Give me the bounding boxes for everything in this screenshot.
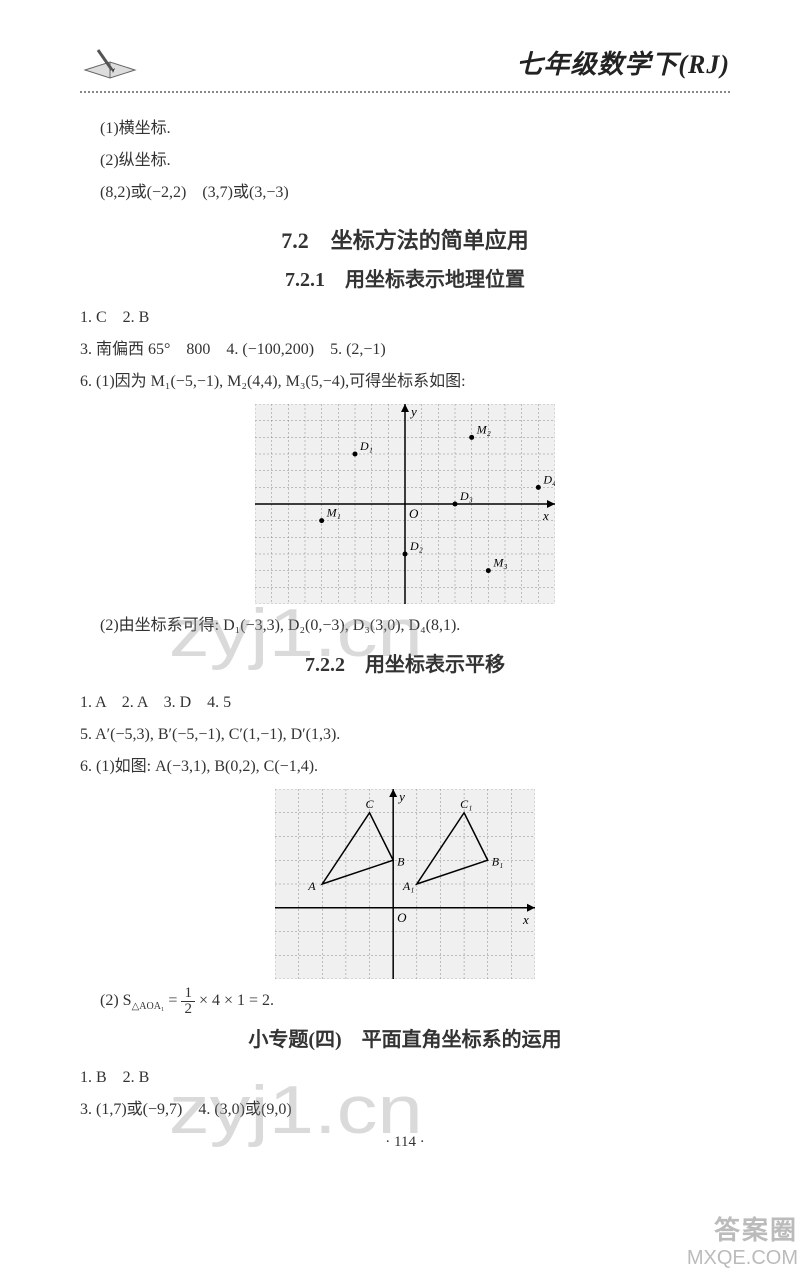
svg-text:D₂: D₂	[409, 539, 423, 553]
eq-sub: △AOA₁	[132, 1001, 165, 1012]
intro-line-2: (2)纵坐标.	[80, 145, 730, 177]
svg-text:y: y	[397, 789, 405, 804]
corner-watermark: 答案圈 MXQE.COM	[687, 1215, 798, 1270]
svg-text:M₂: M₂	[476, 422, 491, 436]
header-title: 七年级数学下(RJ)	[516, 44, 730, 81]
ans-722-1: 1. A 2. A 3. D 4. 5	[80, 687, 730, 719]
svg-text:O: O	[409, 506, 419, 521]
svg-text:C₁: C₁	[460, 797, 472, 811]
ans-721-6-2: (2)由坐标系可得: D₁(−3,3), D₂(0,−3), D₃(3,0), …	[100, 617, 460, 634]
ans-722-6-2: (2) S△AOA₁ = 12 × 4 × 1 = 2.	[80, 985, 730, 1017]
page-header: 七年级数学下(RJ)	[80, 40, 730, 85]
eq-frac-n: 1	[181, 986, 195, 1002]
ans-722-5: 5. A′(−5,3), B′(−5,−1), C′(1,−1), D′(1,3…	[80, 719, 730, 751]
book-icon	[80, 40, 140, 85]
figure-2-wrap: Ox y A B C A₁ B₁ C₁	[80, 789, 730, 979]
intro-line-1: (1)横坐标.	[80, 113, 730, 145]
special-a3: 3. (1,7)或(−9,7) 4. (3,0)或(9,0)	[80, 1094, 730, 1126]
svg-text:M₃: M₃	[492, 556, 507, 570]
svg-text:x: x	[542, 508, 549, 523]
svg-text:O: O	[397, 910, 407, 925]
ans-721-6-1: 6. (1)因为 M₁(−5,−1), M₂(4,4), M₃(5,−4),可得…	[80, 366, 730, 398]
section-7-2-1-title: 7.2.1 用坐标表示地理位置	[80, 263, 730, 292]
svg-text:y: y	[409, 404, 417, 419]
figure-1-wrap: Ox y M₁ M₂ M₃ D₁ D₂ D₃ D₄	[80, 404, 730, 604]
corner-wm-1: 答案圈	[687, 1215, 798, 1246]
intro-line-3: (8,2)或(−2,2) (3,7)或(3,−3)	[80, 177, 730, 209]
ans-721-1: 1. C 2. B	[80, 302, 730, 334]
ans-721-3: 3. 南偏西 65° 800 4. (−100,200) 5. (2,−1)	[80, 334, 730, 366]
section-7-2-2-title: 7.2.2 用坐标表示平移	[80, 648, 730, 677]
eq-tail: × 4 × 1 = 2.	[195, 992, 274, 1009]
corner-wm-2: MXQE.COM	[687, 1246, 798, 1270]
svg-text:B₁: B₁	[492, 854, 504, 868]
section-7-2-title: 7.2 坐标方法的简单应用	[80, 223, 730, 255]
svg-text:B: B	[397, 854, 405, 868]
svg-text:A₁: A₁	[402, 879, 415, 893]
ans-721-6-2-wrap: (2)由坐标系可得: D₁(−3,3), D₂(0,−3), D₃(3,0), …	[80, 610, 730, 642]
figure-1: Ox y M₁ M₂ M₃ D₁ D₂ D₃ D₄	[255, 404, 555, 604]
svg-text:M₁: M₁	[326, 506, 341, 520]
eq-mid: =	[164, 992, 181, 1009]
ans-722-6-1: 6. (1)如图: A(−3,1), B(0,2), C(−1,4).	[80, 751, 730, 783]
svg-text:D₃: D₃	[459, 489, 473, 503]
page: 七年级数学下(RJ) (1)横坐标. (2)纵坐标. (8,2)或(−2,2) …	[0, 0, 810, 1280]
special-a1-wrap: 1. B 2. B zyj1.cn	[80, 1062, 730, 1094]
eq-pre: (2) S	[100, 992, 132, 1009]
svg-text:A: A	[307, 879, 316, 893]
eq-frac: 12	[181, 986, 195, 1017]
header-divider	[80, 91, 730, 93]
svg-text:D₄: D₄	[542, 472, 555, 486]
svg-text:C: C	[366, 797, 375, 811]
figure-2: Ox y A B C A₁ B₁ C₁	[275, 789, 535, 979]
svg-text:x: x	[522, 912, 529, 927]
special-a1: 1. B 2. B	[80, 1069, 149, 1086]
svg-text:D₁: D₁	[359, 439, 373, 453]
page-number: · 114 ·	[80, 1134, 730, 1151]
eq-frac-d: 2	[181, 1002, 195, 1017]
special-title: 小专题(四) 平面直角坐标系的运用	[80, 1023, 730, 1052]
